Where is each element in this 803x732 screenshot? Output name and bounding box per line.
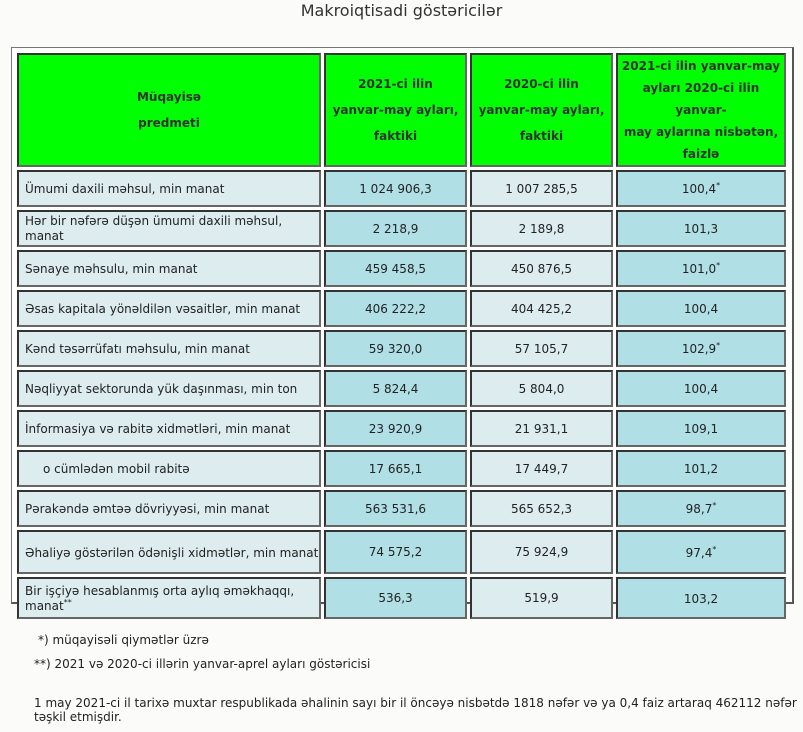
row-label: Hər bir nəfərə düşən ümumi daxili məhsul… [17, 210, 321, 247]
value-percent: 100,4 [616, 370, 786, 407]
value-2021: 459 458,5 [324, 250, 467, 287]
header-2020: 2020-ci ilin yanvar-may ayları, faktiki [470, 53, 613, 167]
value-2020: 565 652,3 [470, 490, 613, 527]
value-2021: 536,3 [324, 577, 467, 619]
table-row: İnformasiya və rabitə xidmətləri, min ma… [17, 410, 786, 447]
value-2021: 2 218,9 [324, 210, 467, 247]
row-label: Əhaliyə göstərilən ödənişli xidmətlər, m… [17, 530, 321, 574]
asterisk-mark: * [712, 501, 717, 510]
indicators-table-frame: Müqayisə predmeti 2021-ci ilin yanvar-may … [11, 47, 794, 619]
footnote-jan-apr: **) 2021 və 2020-ci illərin yanvar-aprel… [34, 657, 371, 671]
row-label: Nəqliyyat sektorunda yük daşınması, min … [17, 370, 321, 407]
table-row: Hər bir nəfərə düşən ümumi daxili məhsul… [17, 210, 786, 247]
population-note: 1 may 2021-ci il tarixə muxtar respublik… [34, 696, 797, 724]
table-header-row: Müqayisə predmeti 2021-ci ilin yanvar-may … [17, 53, 786, 167]
value-percent: 101,3 [616, 210, 786, 247]
table-row: Bir işçiyə hesablanmış orta aylıq əməkha… [17, 577, 786, 619]
value-percent: 103,2 [616, 577, 786, 619]
value-percent: 100,4* [616, 170, 786, 207]
table-row: Sənaye məhsulu, min manat 459 458,5 450 87… [17, 250, 786, 287]
value-2021: 74 575,2 [324, 530, 467, 574]
value-2020: 17 449,7 [470, 450, 613, 487]
row-label: İnformasiya və rabitə xidmətləri, min ma… [17, 410, 321, 447]
value-percent: 98,7* [616, 490, 786, 527]
value-2021: 1 024 906,3 [324, 170, 467, 207]
value-2021: 563 531,6 [324, 490, 467, 527]
value-2020: 519,9 [470, 577, 613, 619]
table-row: Əhaliyə göstərilən ödənişli xidmətlər, m… [17, 530, 786, 574]
value-2020: 404 425,2 [470, 290, 613, 327]
value-2020: 450 876,5 [470, 250, 613, 287]
value-2020: 75 924,9 [470, 530, 613, 574]
value-2021: 23 920,9 [324, 410, 467, 447]
value-percent: 101,2 [616, 450, 786, 487]
asterisk-mark: * [716, 261, 721, 270]
value-2020: 1 007 285,5 [470, 170, 613, 207]
table-row: Nəqliyyat sektorunda yük daşınması, min … [17, 370, 786, 407]
header-2021: 2021-ci ilin yanvar-may ayları, faktiki [324, 53, 467, 167]
asterisk-mark: * [716, 341, 721, 350]
page-title: Makroiqtisadi göstəricilər [300, 1, 503, 20]
value-2020: 21 931,1 [470, 410, 613, 447]
indicators-table: Müqayisə predmeti 2021-ci ilin yanvar-may … [14, 50, 789, 622]
value-2020: 5 804,0 [470, 370, 613, 407]
row-label: Bir işçiyə hesablanmış orta aylıq əməkha… [17, 577, 321, 619]
value-2021: 5 824,4 [324, 370, 467, 407]
value-percent: 97,4* [616, 530, 786, 574]
value-2021: 406 222,2 [324, 290, 467, 327]
footnote-comparable-prices: *) müqayisəli qiymətlər üzrə [38, 633, 209, 647]
row-label: Sənaye məhsulu, min manat [17, 250, 321, 287]
value-2021: 17 665,1 [324, 450, 467, 487]
row-label: Ümumi daxili məhsul, min manat [17, 170, 321, 207]
table-row: Əsas kapitala yönəldilən vəsaitlər, min … [17, 290, 786, 327]
row-label: o cümlədən mobil rabitə [17, 450, 321, 487]
table-row: Ümumi daxili məhsul, min manat 1 024 906,… [17, 170, 786, 207]
value-percent: 101,0* [616, 250, 786, 287]
table-row: Kənd təsərrüfatı məhsulu, min manat 59 32… [17, 330, 786, 367]
row-label: Kənd təsərrüfatı məhsulu, min manat [17, 330, 321, 367]
table-row: Pərakəndə əmtəə dövriyyəsi, min manat 563… [17, 490, 786, 527]
asterisk-mark: * [716, 181, 721, 190]
value-percent: 100,4 [616, 290, 786, 327]
value-percent: 109,1 [616, 410, 786, 447]
value-2020: 57 105,7 [470, 330, 613, 367]
value-2020: 2 189,8 [470, 210, 613, 247]
row-label: Əsas kapitala yönəldilən vəsaitlər, min … [17, 290, 321, 327]
value-percent: 102,9* [616, 330, 786, 367]
asterisk-mark: * [712, 544, 717, 554]
value-2021: 59 320,0 [324, 330, 467, 367]
table-row: o cümlədən mobil rabitə 17 665,1 17 449,7 1… [17, 450, 786, 487]
header-subject: Müqayisə predmeti [17, 53, 321, 167]
header-percent: 2021-ci ilin yanvar-may ayları 2020-ci il… [616, 53, 786, 167]
row-label: Pərakəndə əmtəə dövriyyəsi, min manat [17, 490, 321, 527]
